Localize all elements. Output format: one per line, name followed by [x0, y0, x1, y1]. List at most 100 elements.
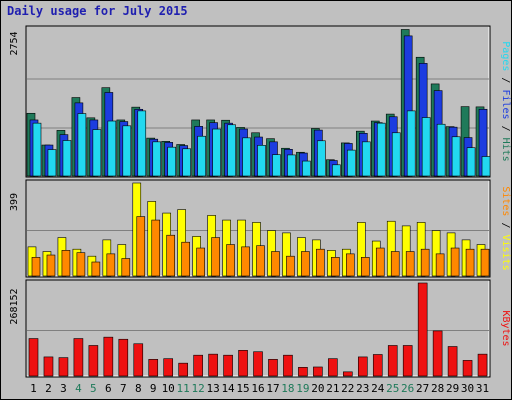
bar-pages-day-28: [436, 123, 446, 177]
bar-kbytes-day-31: [477, 353, 488, 377]
bar-kbytes-day-13: [208, 353, 218, 377]
bar-pages-day-30: [466, 147, 476, 177]
x-tick-label-day-29: 29: [446, 382, 459, 395]
bar-kbytes-day-28: [432, 330, 443, 377]
legend-separator: /: [500, 71, 511, 89]
bar-sites-day-5: [91, 261, 101, 277]
bar-pages-day-14: [227, 124, 236, 177]
x-tick-label-day-30: 30: [461, 382, 474, 395]
bar-pages-day-13: [212, 128, 221, 177]
bar-sites-day-18: [286, 255, 295, 277]
x-tick-label-day-7: 7: [120, 382, 127, 395]
bar-sites-day-30: [465, 248, 475, 277]
x-tick-label-day-24: 24: [371, 382, 385, 395]
x-tick-label-day-15: 15: [236, 382, 249, 395]
bar-kbytes-day-12: [193, 354, 203, 377]
x-tick-label-day-25: 25: [386, 382, 399, 395]
chart-title: Daily usage for July 2015: [7, 4, 188, 18]
bar-kbytes-day-15: [238, 350, 248, 377]
bar-pages-day-9: [152, 141, 162, 177]
bar-pages-day-1: [32, 122, 42, 177]
bar-pages-day-11: [182, 148, 191, 177]
x-tick-label-day-23: 23: [356, 382, 369, 395]
bar-kbytes-day-23: [357, 356, 368, 377]
bar-sites-day-31: [480, 248, 490, 277]
x-tick-label-day-17: 17: [266, 382, 279, 395]
x-tick-label-day-28: 28: [431, 382, 444, 395]
bar-sites-day-25: [390, 251, 400, 277]
bar-kbytes-day-6: [103, 336, 114, 377]
bar-sites-day-26: [405, 251, 415, 277]
bar-pages-day-19: [302, 160, 311, 177]
legend-item-hits: Hits: [500, 138, 511, 162]
bar-pages-day-7: [122, 125, 132, 177]
x-tick-label-day-4: 4: [75, 382, 82, 395]
bar-sites-day-3: [61, 250, 71, 277]
bar-kbytes-day-22: [343, 371, 353, 377]
bar-kbytes-day-26: [402, 345, 413, 377]
bar-pages-day-27: [421, 117, 431, 177]
y-axis-max-label-3: 268152: [9, 288, 20, 324]
legend-item-pages: Pages: [500, 41, 511, 71]
bar-kbytes-day-9: [148, 359, 159, 377]
bar-sites-day-29: [450, 247, 460, 277]
legend-text-1: Pages / Files / Hits: [500, 41, 511, 161]
bar-pages-day-26: [406, 110, 416, 177]
bar-sites-day-24: [375, 247, 385, 277]
bar-kbytes-day-16: [253, 351, 263, 377]
x-tick-label-day-21: 21: [326, 382, 339, 395]
bar-sites-day-10: [166, 234, 176, 277]
bar-sites-day-2: [46, 254, 56, 277]
bar-pages-day-12: [197, 135, 206, 177]
bar-sites-day-12: [196, 247, 205, 277]
bar-sites-day-9: [151, 219, 161, 277]
x-tick-label-day-16: 16: [251, 382, 264, 395]
bar-sites-day-16: [256, 245, 265, 277]
bar-sites-day-19: [301, 251, 310, 277]
bar-kbytes-day-24: [372, 354, 383, 377]
bar-pages-day-2: [47, 149, 57, 177]
x-tick-label-day-19: 19: [296, 382, 309, 395]
bar-kbytes-day-10: [163, 358, 174, 377]
bar-sites-day-1: [31, 257, 41, 277]
legend-separator: /: [500, 216, 511, 234]
bar-pages-day-21: [332, 164, 341, 177]
bar-sites-day-21: [331, 257, 340, 277]
x-tick-label-day-11: 11: [177, 382, 190, 395]
bar-sites-day-4: [76, 252, 86, 277]
bar-kbytes-day-18: [283, 354, 293, 377]
bar-pages-day-29: [451, 136, 461, 177]
bar-kbytes-day-30: [462, 360, 473, 377]
bar-kbytes-day-29: [447, 346, 458, 377]
bar-pages-day-8: [137, 110, 147, 177]
bar-sites-day-7: [121, 258, 131, 277]
bar-pages-day-31: [481, 156, 491, 177]
bar-sites-day-11: [181, 241, 190, 277]
bar-kbytes-day-11: [178, 362, 188, 377]
x-tick-label-day-12: 12: [192, 382, 205, 395]
bar-pages-day-25: [391, 132, 401, 177]
series-legend-3: KBytes: [500, 310, 511, 346]
x-tick-label-day-9: 9: [150, 382, 157, 395]
bar-sites-day-22: [346, 253, 355, 277]
bar-sites-day-6: [106, 253, 116, 277]
bar-pages-day-23: [361, 141, 371, 177]
bar-kbytes-day-3: [58, 357, 69, 377]
bar-pages-day-10: [167, 146, 177, 177]
bar-kbytes-day-21: [328, 358, 338, 377]
bar-pages-day-16: [257, 145, 266, 177]
x-tick-label-day-6: 6: [105, 382, 112, 395]
bar-sites-day-8: [136, 216, 146, 277]
bar-sites-day-23: [360, 257, 370, 277]
x-tick-label-day-13: 13: [206, 382, 219, 395]
bar-pages-day-15: [242, 137, 251, 177]
bar-pages-day-4: [77, 113, 87, 177]
x-tick-label-day-20: 20: [311, 382, 324, 395]
bar-kbytes-day-25: [387, 345, 398, 377]
bar-kbytes-day-14: [223, 354, 233, 377]
x-tick-label-day-5: 5: [90, 382, 97, 395]
bar-pages-day-20: [317, 140, 326, 177]
bar-kbytes-day-5: [88, 345, 99, 377]
bar-sites-day-20: [316, 248, 325, 277]
